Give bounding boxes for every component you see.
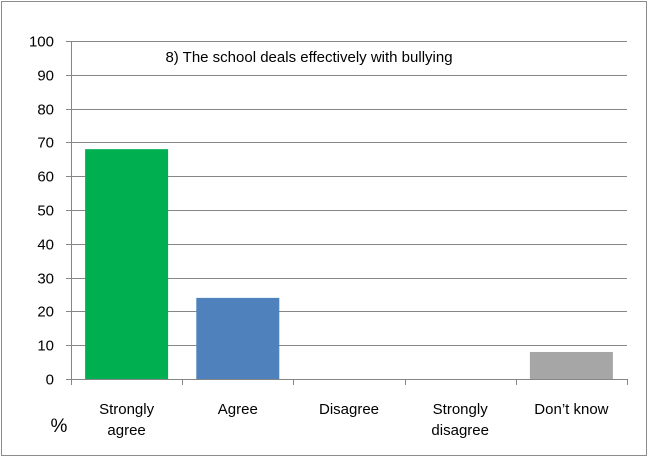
category-label: Strongly agree <box>99 401 155 439</box>
category-label: Agree <box>218 401 258 418</box>
axes <box>71 41 628 380</box>
y-tick-label: 80 <box>37 102 54 119</box>
y-tick-label: 40 <box>37 237 54 254</box>
bars <box>85 149 613 379</box>
category-labels: Strongly agree Agree Disagree Strongly disagr… <box>99 401 609 439</box>
y-tick-label: 100 <box>29 34 54 51</box>
bar-1 <box>196 297 280 379</box>
y-axis-unit-label: % <box>51 416 68 437</box>
y-tick-label: 50 <box>37 203 54 220</box>
category-label: Don’t know <box>534 401 608 418</box>
y-tick-label: 70 <box>37 135 54 152</box>
bar-0 <box>85 149 169 379</box>
category-label: Strongly disagree <box>431 401 489 439</box>
x-axis-ticks <box>71 379 628 385</box>
bar-4 <box>529 351 613 379</box>
y-axis-ticks: 0 10 20 30 40 50 60 70 80 90 100 <box>29 34 71 389</box>
y-tick-label: 60 <box>37 169 54 186</box>
category-label: Disagree <box>319 401 379 418</box>
chart-title: 8) The school deals effectively with bul… <box>165 49 452 66</box>
y-tick-label: 20 <box>37 304 54 321</box>
y-tick-label: 30 <box>37 271 54 288</box>
y-tick-label: 90 <box>37 68 54 85</box>
y-tick-label: 10 <box>37 338 54 355</box>
y-tick-label: 0 <box>46 372 54 389</box>
